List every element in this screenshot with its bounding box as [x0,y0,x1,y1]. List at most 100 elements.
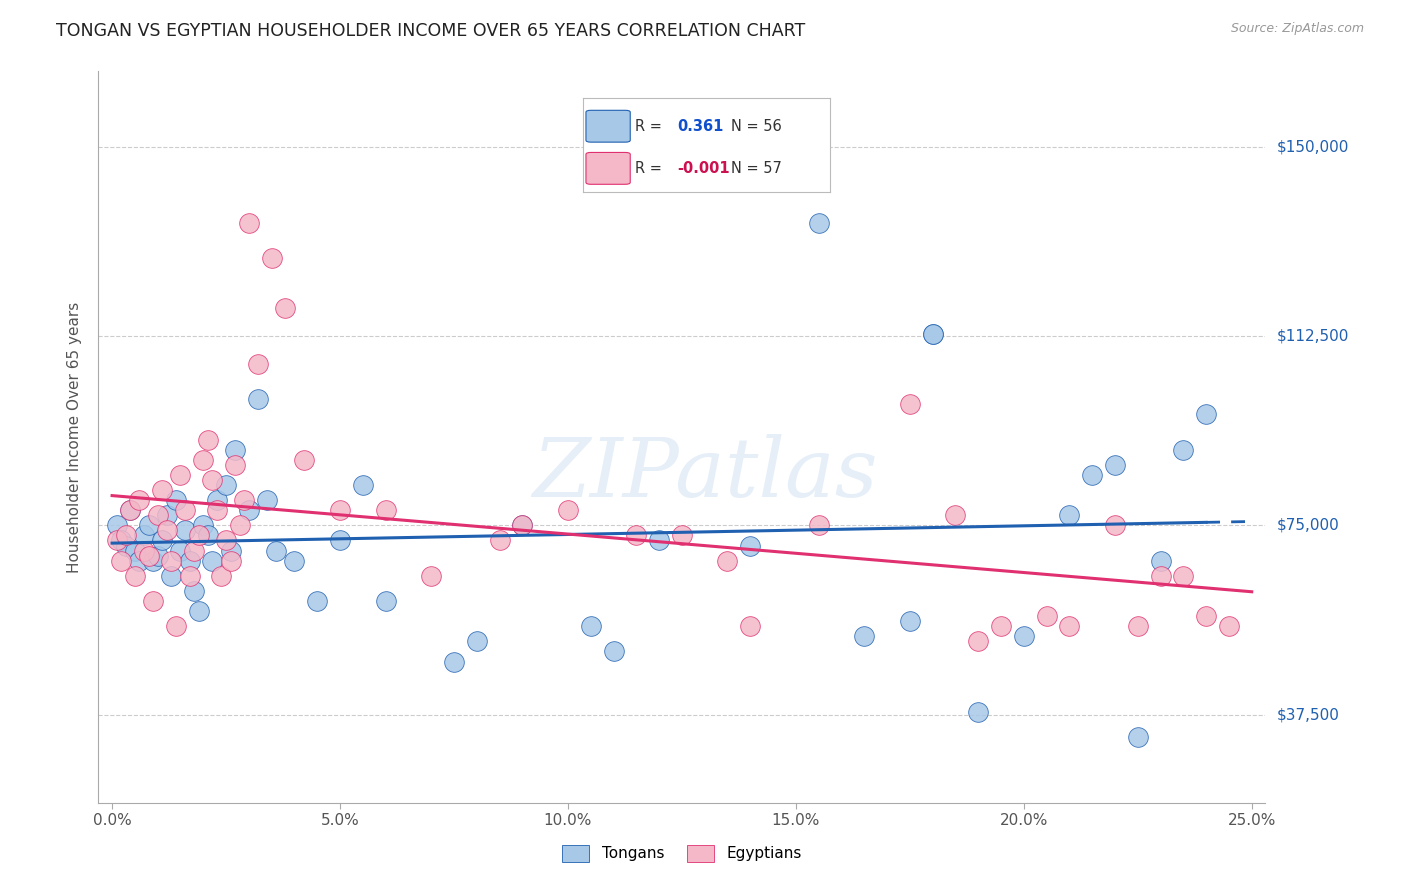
Text: ZIPatlas: ZIPatlas [533,434,877,514]
Point [1126,730,1149,744]
Point [1149,569,1171,583]
Point [945,508,967,523]
Point [283,554,305,568]
Point [187,604,209,618]
Point [967,634,990,648]
Point [156,524,179,538]
Point [1195,609,1218,624]
Point [1012,629,1035,643]
Point [128,554,150,568]
Point [292,452,315,467]
Text: R =: R = [636,161,662,176]
Point [114,528,136,542]
Point [165,493,187,508]
Point [579,619,602,633]
Point [853,629,876,643]
Text: Source: ZipAtlas.com: Source: ZipAtlas.com [1230,22,1364,36]
Point [1081,467,1104,482]
Point [169,467,191,482]
Text: $37,500: $37,500 [1277,707,1340,722]
Point [201,554,224,568]
Point [110,554,132,568]
Point [807,216,830,230]
Text: R =: R = [636,119,662,134]
Point [807,518,830,533]
Point [197,528,219,542]
Point [174,524,197,538]
Point [465,634,488,648]
Point [120,503,142,517]
Point [132,543,155,558]
Point [229,518,252,533]
Point [329,503,352,517]
Point [557,503,579,517]
Point [124,543,146,558]
Point [120,503,142,517]
Point [174,503,197,517]
Point [211,569,233,583]
Text: $75,000: $75,000 [1277,518,1340,533]
Point [183,583,205,598]
Point [740,539,762,553]
Point [110,533,132,548]
Point [374,594,396,608]
Point [374,503,396,517]
Text: N = 57: N = 57 [731,161,782,176]
Point [160,554,183,568]
Point [238,216,260,230]
Point [138,549,160,563]
Point [1173,442,1195,457]
Text: 0.361: 0.361 [678,119,723,134]
Point [238,503,260,517]
Point [921,326,943,341]
Point [740,619,762,633]
Point [142,594,165,608]
Y-axis label: Householder Income Over 65 years: Householder Income Over 65 years [67,301,83,573]
Text: N = 56: N = 56 [731,119,782,134]
Point [156,508,179,523]
Text: $112,500: $112,500 [1277,328,1348,343]
Point [1104,458,1126,472]
Point [246,357,269,371]
Point [1149,554,1171,568]
Point [716,554,738,568]
Point [160,569,183,583]
Point [224,442,246,457]
Point [179,569,201,583]
Point [132,528,155,542]
Point [443,655,465,669]
Point [169,543,191,558]
Point [1195,408,1218,422]
Point [219,543,242,558]
FancyBboxPatch shape [586,111,630,142]
Point [921,326,943,341]
Point [1104,518,1126,533]
Text: $150,000: $150,000 [1277,139,1348,154]
Point [1126,619,1149,633]
Point [264,543,287,558]
Point [990,619,1012,633]
Point [179,554,201,568]
Point [246,392,269,407]
Point [219,554,242,568]
Point [224,458,246,472]
Point [626,528,648,542]
Legend: Tongans, Egyptians: Tongans, Egyptians [555,838,808,868]
Point [142,554,165,568]
Point [1218,619,1240,633]
Point [898,397,921,411]
Point [124,569,146,583]
Point [105,518,128,533]
Point [114,539,136,553]
Point [648,533,671,548]
Point [187,528,209,542]
Point [1059,508,1081,523]
Text: TONGAN VS EGYPTIAN HOUSEHOLDER INCOME OVER 65 YEARS CORRELATION CHART: TONGAN VS EGYPTIAN HOUSEHOLDER INCOME OV… [56,22,806,40]
Point [256,493,278,508]
FancyBboxPatch shape [586,153,630,185]
Point [420,569,443,583]
Point [1173,569,1195,583]
Point [307,594,329,608]
Point [205,503,228,517]
Point [128,493,150,508]
